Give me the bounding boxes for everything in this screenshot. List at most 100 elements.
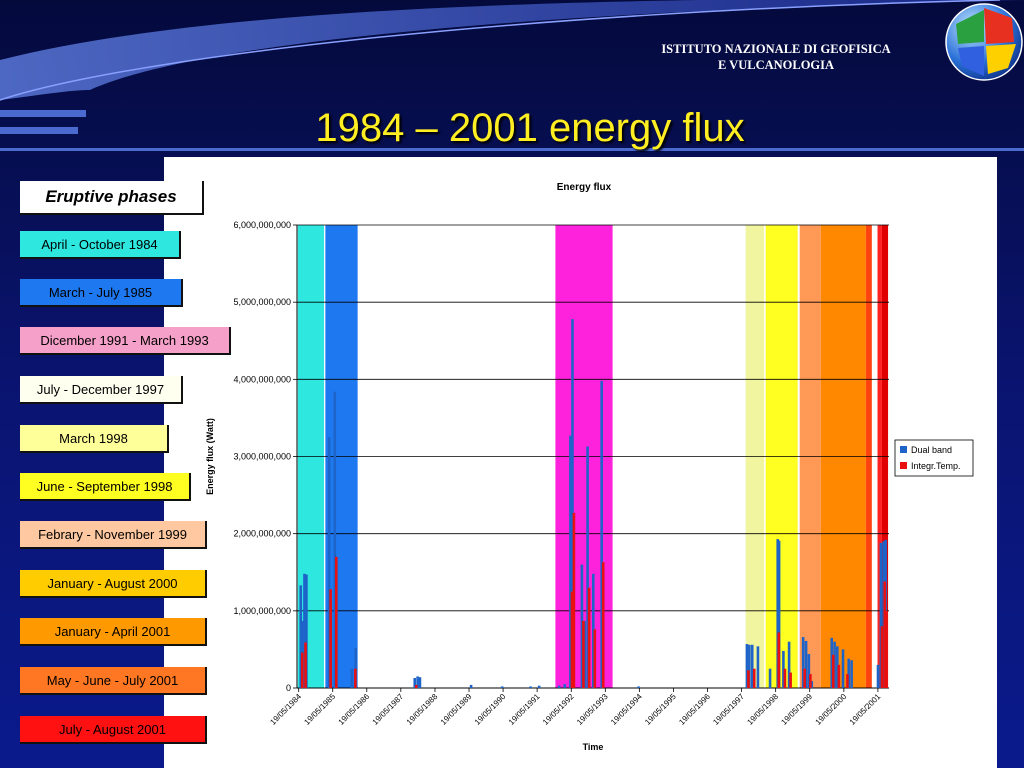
- phase-label: March - July 1985: [20, 279, 183, 307]
- bar-integr-temp: [747, 670, 750, 688]
- bar-dual-band: [879, 542, 883, 688]
- bar-integr-temp: [777, 632, 781, 688]
- bar-dual-band: [830, 637, 834, 688]
- institute-name: ISTITUTO NAZIONALE DI GEOFISICA E VULCAN…: [660, 41, 892, 73]
- bar-dual-band: [557, 685, 561, 688]
- bar-dual-band: [591, 573, 595, 688]
- phase-label: Dicember 1991 - March 1993: [20, 327, 231, 355]
- legend-swatch: [900, 446, 907, 453]
- bar-integr-temp: [335, 556, 338, 688]
- y-tick-label: 5,000,000,000: [233, 297, 291, 307]
- bar-dual-band: [810, 681, 814, 688]
- bar-dual-band: [807, 654, 811, 688]
- bar-integr-temp: [587, 587, 591, 688]
- bar-integr-temp: [570, 591, 574, 688]
- bar-integr-temp: [752, 668, 756, 688]
- energy-flux-chart: Energy flux 0 1,000,000,000 2,000,000,000 3,…: [205, 182, 974, 752]
- bar-dual-band: [500, 686, 504, 688]
- x-tick-label: 19/05/1999: [779, 692, 814, 727]
- bar-dual-band: [350, 668, 354, 688]
- legend-label: Integr.Temp.: [911, 461, 961, 471]
- legend-label: Dual band: [911, 445, 952, 455]
- phase-label: July - August 2001: [20, 716, 207, 744]
- x-tick-label: 19/05/1988: [405, 692, 440, 727]
- bar-dual-band: [416, 676, 419, 688]
- bar-dual-band: [563, 684, 567, 688]
- bar-dual-band: [804, 640, 808, 688]
- bar-dual-band: [833, 641, 836, 688]
- y-tick-label: 2,000,000,000: [233, 529, 291, 539]
- x-tick-label: 19/05/2000: [814, 692, 849, 727]
- x-tick-label: 19/05/1990: [473, 692, 508, 727]
- bar-dual-band: [354, 647, 357, 688]
- bar-dual-band: [413, 677, 417, 688]
- x-tick-label: 19/05/1997: [711, 692, 746, 727]
- x-tick-label: 19/05/1989: [439, 692, 474, 727]
- bar-integr-temp: [880, 626, 884, 688]
- bar-integr-temp: [329, 589, 332, 688]
- bar-dual-band: [847, 658, 850, 688]
- bar-dual-band: [768, 668, 772, 688]
- bar-integr-temp: [414, 684, 418, 688]
- bar-dual-band: [571, 319, 574, 688]
- bar-dual-band: [537, 685, 541, 688]
- bar-dual-band: [569, 435, 572, 688]
- x-tick-label: 19/05/1993: [575, 692, 610, 727]
- bar-dual-band: [787, 641, 791, 688]
- bar-integr-temp: [601, 562, 605, 688]
- y-tick-label: 4,000,000,000: [233, 374, 291, 384]
- y-tick-label: 0: [286, 683, 291, 693]
- bar-integr-temp: [300, 652, 304, 688]
- institute-line-1: ISTITUTO NAZIONALE DI GEOFISICA: [661, 42, 891, 56]
- globe-logo-icon: [945, 3, 1023, 81]
- bar-dual-band: [600, 380, 603, 688]
- bar-dual-band: [469, 684, 473, 688]
- bar-integr-temp: [593, 629, 597, 688]
- x-tick-label: 19/05/1992: [541, 692, 576, 727]
- bar-dual-band: [418, 677, 422, 688]
- x-axis-label: Time: [583, 742, 604, 752]
- phase-label: June - September 1998: [20, 473, 191, 501]
- phase-label: Febrary - November 1999: [20, 521, 207, 549]
- bar-dual-band: [850, 660, 853, 688]
- bar-dual-band: [333, 391, 337, 688]
- bar-integr-temp: [789, 672, 792, 688]
- bar-dual-band: [303, 573, 306, 688]
- bar-dual-band: [745, 644, 749, 688]
- bar-integr-temp: [846, 674, 849, 688]
- bar-integr-temp: [783, 668, 787, 688]
- legend-box: [894, 439, 974, 477]
- bar-integr-temp: [831, 654, 835, 688]
- bar-dual-band: [299, 585, 303, 688]
- bar-dual-band: [777, 540, 781, 688]
- bar-integr-temp: [837, 664, 841, 688]
- phase-label: March 1998: [20, 425, 169, 453]
- bar-dual-band: [580, 564, 584, 688]
- bar-dual-band: [637, 686, 640, 688]
- y-tick-label: 3,000,000,000: [233, 452, 291, 462]
- phase-label: May - June - July 2001: [20, 667, 207, 695]
- bar-dual-band: [841, 649, 845, 688]
- phase-label: January - August 2000: [20, 570, 207, 598]
- bar-integr-temp: [354, 668, 357, 688]
- phase-label: July - December 1997: [20, 376, 183, 404]
- bar-dual-band: [750, 644, 754, 688]
- x-tick-label: 19/05/1991: [507, 692, 542, 727]
- bar-dual-band: [782, 650, 785, 688]
- slide-title: 1984 – 2001 energy flux: [315, 106, 745, 150]
- bar-dual-band: [305, 574, 308, 688]
- x-tick-label: 19/05/1985: [302, 692, 337, 727]
- y-tick-label: 1,000,000,000: [233, 606, 291, 616]
- bar-dual-band: [327, 437, 331, 688]
- y-axis-label: Energy flux (Watt): [205, 418, 215, 495]
- bar-dual-band: [586, 446, 589, 688]
- chart-title: Energy flux: [557, 182, 612, 193]
- bar-integr-temp: [304, 642, 307, 688]
- bar-dual-band: [748, 644, 751, 688]
- x-tick-label: 19/05/1987: [371, 692, 406, 727]
- bar-integr-temp: [809, 674, 812, 688]
- legend-swatch: [900, 462, 907, 469]
- x-tick-label: 19/05/1984: [268, 692, 303, 727]
- bar-dual-band: [836, 646, 839, 688]
- x-tick-label: 19/05/1995: [643, 692, 678, 727]
